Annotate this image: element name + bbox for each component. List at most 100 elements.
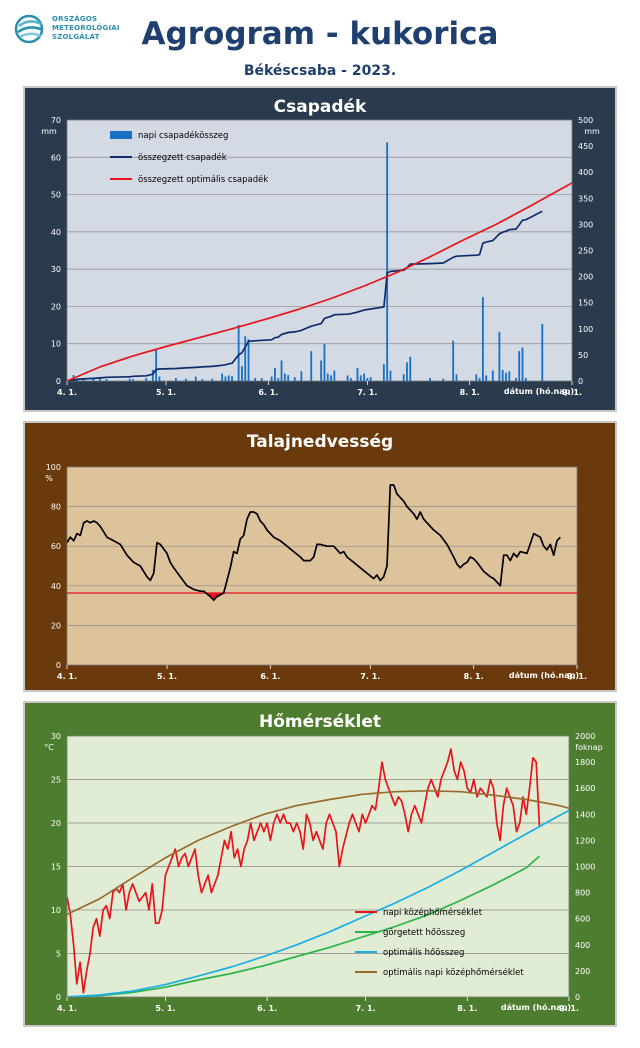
bar-daily-precipitation [366,378,369,381]
x-tick-label: 8. 1. [464,672,484,681]
y-tick-label-right: 500 [578,116,593,125]
x-tick-label: 6. 1. [257,1004,277,1013]
bar-daily-precipitation [389,370,392,381]
legend-label: optimális napi középhőmérséklet [383,967,524,978]
bar-daily-precipitation [280,360,283,381]
omsz-logo-icon [14,14,44,44]
x-tick-label: 5. 1. [156,388,176,397]
bar-daily-precipitation [330,375,332,381]
bar-daily-precipitation [485,375,488,381]
bar-daily-precipitation [498,331,501,381]
deficit-area [206,593,222,601]
series-line-3 [67,789,569,916]
bar-daily-precipitation [231,376,233,381]
bar-daily-precipitation [300,371,303,381]
y-tick-label-right: 1400 [575,810,595,819]
series-line-0 [67,484,561,602]
y-tick-label-right: 350 [578,194,593,203]
logo-line-2: METEOROLÓGIAI [52,24,120,32]
y-tick-label-left: 60 [51,153,61,162]
bar-daily-precipitation [241,366,243,381]
y-tick-label-right: 150 [578,299,593,308]
x-tick-label: 6. 1. [258,388,278,397]
bar-daily-precipitation [92,378,95,381]
x-axis-label: dátum (hó.nap) [501,1002,571,1012]
logo-line-1: ORSZÁGOS [52,15,98,23]
bar-daily-precipitation [491,370,494,381]
bar-daily-precipitation [227,375,230,381]
plot-marks [67,748,569,997]
legend-label: napi középhőmérséklet [383,907,483,918]
panel-temperature: Hőmérséklet 0 5 10 15 20 25 30 °C 0 200 400 600 800 10… [23,701,617,1027]
bar-daily-precipitation [406,362,408,381]
chart-precipitation: Csapadék 0 10 20 30 40 50 60 70 mm 0 50 100 150 200 250… [25,88,615,410]
y-tick-label-right: 1200 [575,836,595,845]
series-line-1 [67,855,541,997]
x-tick-label: 5. 1. [155,1004,175,1013]
bar-daily-precipitation [429,378,431,381]
bar-daily-precipitation [452,340,455,381]
bar-daily-precipitation [356,367,359,381]
y-axis-unit-left: °C [44,743,54,752]
bar-daily-precipitation [132,379,134,381]
bar-daily-precipitation [237,325,240,381]
bar-daily-precipitation [310,351,313,381]
x-axis-label: dátum (hó.nap) [509,670,579,680]
bar-daily-precipitation [151,369,154,381]
plot-area [66,119,573,382]
y-tick-label-right: 50 [578,351,588,360]
y-tick-label-right: 100 [578,325,593,334]
logo-text: ORSZÁGOS METEOROLÓGIAI SZOLGÁLAT [52,15,120,42]
y-tick-label-left: 10 [51,906,61,915]
bar-daily-precipitation [320,360,323,381]
y-tick-label-left: 20 [51,302,61,311]
logo-line-3: SZOLGÁLAT [52,33,100,41]
bar-daily-precipitation [346,375,349,381]
bar-daily-precipitation [221,373,224,381]
bar-daily-precipitation [194,376,197,381]
bar-daily-precipitation [326,373,329,381]
omsz-logo: ORSZÁGOS METEOROLÓGIAI SZOLGÁLAT [14,14,124,54]
bar-daily-precipitation [442,378,445,381]
page-title: Agrogram - kukorica [141,16,499,52]
chart-title: Hőmérséklet [259,712,381,732]
bar-daily-precipitation [363,373,365,381]
y-tick-label-right: 1800 [575,758,595,767]
x-tick-label: 6. 1. [260,672,280,681]
x-tick-label: 4. 1. [57,672,77,681]
bar-daily-precipitation [254,378,257,381]
x-tick-label: 9. 1. [567,672,587,681]
x-tick-label: 8. 1. [457,1004,477,1013]
y-axis-unit-right: foknap [575,743,602,752]
bar-daily-precipitation [128,378,131,381]
bar-daily-precipitation [244,336,247,381]
x-tick-label: 7. 1. [357,388,377,397]
y-tick-label-left: 25 [51,776,61,785]
y-tick-label-left: 50 [51,191,61,200]
y-tick-label-right: 300 [578,220,593,229]
series-line-1 [67,210,543,381]
y-tick-label-left: 100 [46,463,61,472]
x-tick-label: 9. 1. [562,388,582,397]
bar-daily-precipitation [175,378,177,381]
series-line-0 [67,748,541,994]
y-tick-label-left: 70 [51,116,61,125]
y-tick-label-right: 1600 [575,784,595,793]
legend-label: napi csapadékösszeg [138,130,228,141]
y-axis-unit-right: mm [584,127,600,136]
bar-daily-precipitation [521,347,524,381]
y-tick-label-left: 10 [51,340,61,349]
bar-daily-precipitation [323,343,326,381]
chart-title: Csapadék [274,97,367,117]
y-tick-label-left: 30 [51,265,61,274]
y-tick-label-right: 800 [575,889,590,898]
y-tick-label-right: 200 [575,967,590,976]
bar-daily-precipitation [349,378,352,381]
chart-soil-moisture: Talajnedvesség 0 20 40 60 80 100% 4. 1. 5. 1. 6. … [25,423,615,690]
y-tick-label-left: 0 [56,661,61,670]
y-tick-label-right: 0 [575,993,580,1002]
y-tick-label-left: 5 [56,950,61,959]
bar-daily-precipitation [211,378,214,381]
bar-daily-precipitation [105,379,108,381]
bar-daily-precipitation [505,372,507,381]
